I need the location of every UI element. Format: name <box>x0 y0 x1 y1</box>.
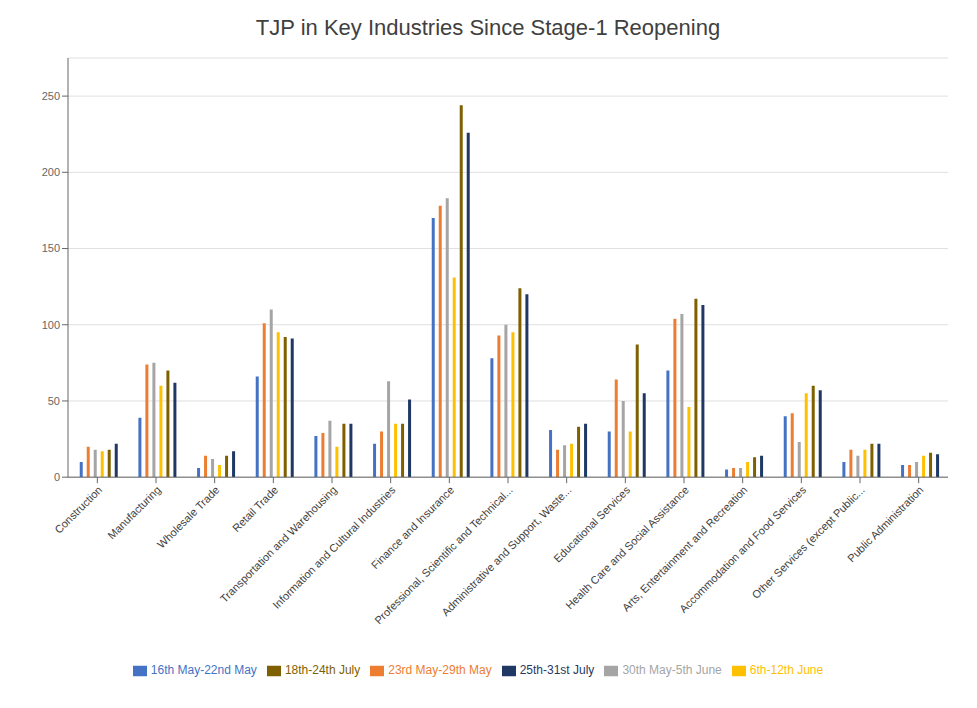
svg-text:Transportation and Warehousing: Transportation and Warehousing <box>218 484 339 605</box>
svg-text:Administrative and Support, Wa: Administrative and Support, Waste... <box>439 484 573 618</box>
svg-text:Information and Cultural Indus: Information and Cultural Industries <box>270 483 398 611</box>
svg-text:Public Administration: Public Administration <box>845 484 926 565</box>
html-text:23rd May-29th May: 23rd May-29th May <box>388 663 492 678</box>
svg-text:50: 50 <box>48 395 60 407</box>
svg-text:250: 250 <box>42 90 60 102</box>
svg-text:150: 150 <box>42 242 60 254</box>
html-text:6th-12th June: 6th-12th June <box>749 663 824 678</box>
svg-text:200: 200 <box>42 166 60 178</box>
html-text:TJP in Key Industries Since St: TJP in Key Industries Since Stage-1 Reop… <box>255 15 721 40</box>
svg-text:Wholesale Trade: Wholesale Trade <box>155 484 222 551</box>
svg-text:Construction: Construction <box>52 484 104 536</box>
svg-text:100: 100 <box>42 319 60 331</box>
svg-text:0: 0 <box>54 471 60 483</box>
svg-text:Educational Services: Educational Services <box>551 483 633 565</box>
html-text:16th May-22nd May: 16th May-22nd May <box>150 663 257 678</box>
html-text:25th-31st July: 25th-31st July <box>519 663 595 678</box>
svg-text:Manufacturing: Manufacturing <box>105 484 163 542</box>
svg-text:Finance and Insurance: Finance and Insurance <box>368 483 457 572</box>
html-text:30th May-5th June: 30th May-5th June <box>622 663 722 678</box>
svg-text:Health Care and Social Assista: Health Care and Social Assistance <box>563 484 691 612</box>
svg-text:Accommodation and Food Service: Accommodation and Food Services <box>677 483 809 615</box>
html-text:18th-24th July: 18th-24th July <box>284 663 361 678</box>
svg-text:Other Services (except Public.: Other Services (except Public... <box>750 484 867 601</box>
svg-text:Professional, Scientific and T: Professional, Scientific and Technical..… <box>372 483 515 627</box>
svg-text:Retail Trade: Retail Trade <box>230 484 280 534</box>
svg-text:Arts, Entertainment and Recrea: Arts, Entertainment and Recreation <box>620 484 750 614</box>
